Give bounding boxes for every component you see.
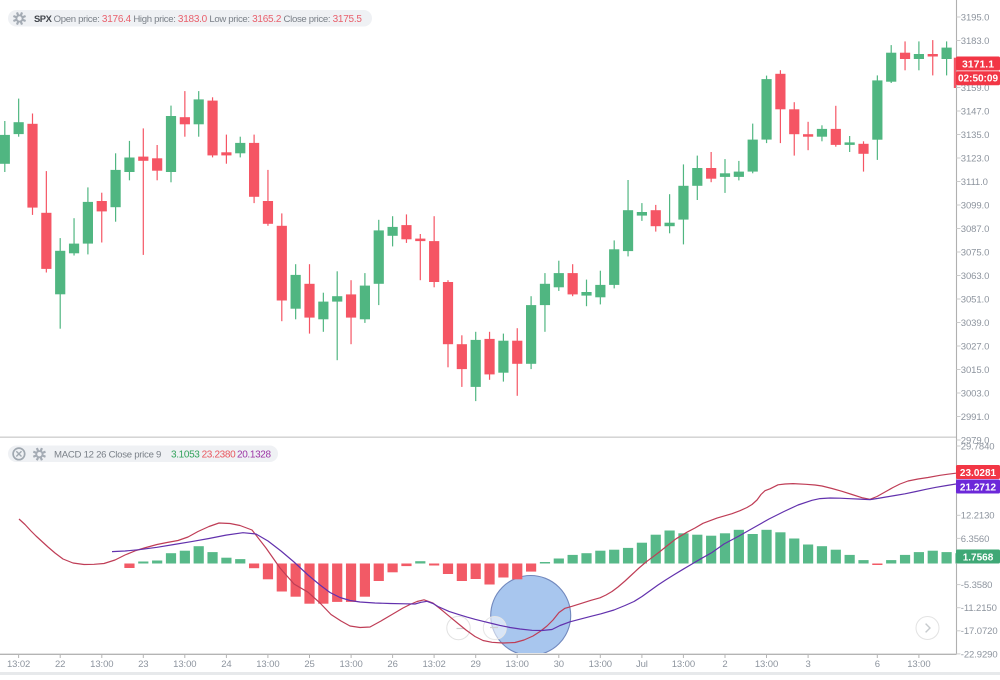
svg-text:13:00: 13:00 [907,659,930,670]
svg-text:Open price: 3176.4 High price:: Open price: 3176.4 High price: 3183.0 Lo… [54,14,363,25]
svg-text:3.1053: 3.1053 [171,449,200,460]
svg-text:3051.0: 3051.0 [961,294,989,305]
svg-text:3183.0: 3183.0 [961,36,989,47]
svg-text:20.1328: 20.1328 [237,449,271,460]
svg-text:-5.3580: -5.3580 [961,580,993,591]
svg-text:-11.2150: -11.2150 [961,603,997,614]
svg-text:13:00: 13:00 [256,659,279,670]
svg-text:3039.0: 3039.0 [961,318,989,329]
svg-text:3171.1: 3171.1 [962,59,994,71]
svg-text:13:02: 13:02 [422,659,445,670]
svg-text:3075.0: 3075.0 [961,247,989,258]
svg-text:3147.0: 3147.0 [961,106,989,117]
svg-text:-22.9290: -22.9290 [961,649,998,660]
svg-text:29.7840: 29.7840 [961,441,995,452]
svg-text:3015.0: 3015.0 [961,365,989,376]
svg-text:13:00: 13:00 [339,659,362,670]
svg-text:3135.0: 3135.0 [961,130,989,141]
svg-text:13:00: 13:00 [173,659,196,670]
svg-text:1.7568: 1.7568 [963,552,994,563]
svg-text:6: 6 [875,659,880,670]
svg-text:SPX: SPX [34,13,53,24]
svg-text:3195.0: 3195.0 [961,12,989,23]
svg-text:13:00: 13:00 [506,659,529,670]
svg-text:-17.0720: -17.0720 [961,626,998,637]
svg-text:13:00: 13:00 [672,659,695,670]
svg-text:23.0281: 23.0281 [960,468,997,479]
svg-text:23.2380: 23.2380 [202,449,236,460]
svg-text:13:00: 13:00 [755,659,778,670]
svg-text:21.2712: 21.2712 [960,482,997,493]
svg-text:3111.0: 3111.0 [961,177,988,188]
svg-text:3063.0: 3063.0 [961,271,989,282]
svg-text:3087.0: 3087.0 [961,224,989,235]
svg-text:02:50:09: 02:50:09 [958,74,998,85]
svg-text:13:02: 13:02 [7,659,30,670]
svg-text:30: 30 [554,659,564,670]
svg-text:24: 24 [221,659,231,670]
svg-text:13:00: 13:00 [90,659,113,670]
svg-text:26: 26 [387,659,397,670]
svg-text:12.2130: 12.2130 [961,511,995,522]
svg-text:3003.0: 3003.0 [961,388,989,399]
svg-text:29: 29 [471,659,481,670]
svg-text:3123.0: 3123.0 [961,153,989,164]
svg-text:3099.0: 3099.0 [961,200,989,211]
svg-text:6.3560: 6.3560 [961,534,989,545]
svg-text:MACD 12 26 Close price 9: MACD 12 26 Close price 9 [54,449,161,460]
svg-text:2991.0: 2991.0 [961,412,989,423]
svg-text:Jul: Jul [636,659,648,670]
svg-text:2: 2 [722,659,727,670]
svg-text:25: 25 [304,659,314,670]
svg-text:22: 22 [55,659,65,670]
svg-text:3027.0: 3027.0 [961,341,989,352]
svg-text:2979.0: 2979.0 [961,435,989,446]
svg-text:3: 3 [806,659,811,670]
svg-text:3159.0: 3159.0 [961,83,989,94]
svg-text:13:00: 13:00 [589,659,612,670]
svg-text:23: 23 [138,659,148,670]
